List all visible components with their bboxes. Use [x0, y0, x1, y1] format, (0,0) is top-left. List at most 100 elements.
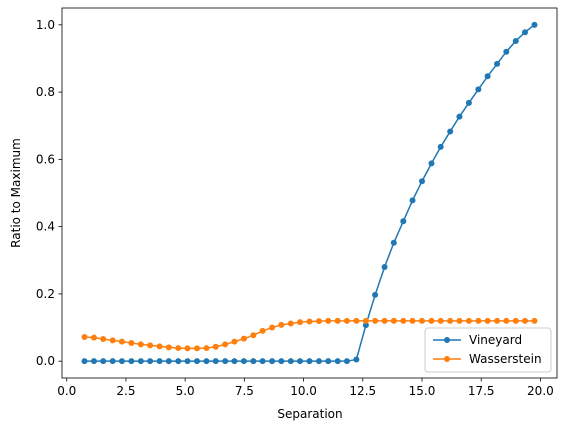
- x-tick-label: 0.0: [57, 384, 76, 398]
- marker: [278, 321, 285, 328]
- marker: [390, 239, 397, 246]
- marker: [531, 21, 538, 28]
- marker: [512, 37, 519, 44]
- marker: [456, 113, 463, 120]
- marker: [522, 317, 529, 324]
- marker: [194, 345, 200, 352]
- x-tick-label: 5.0: [176, 384, 195, 398]
- marker: [503, 317, 510, 324]
- marker: [259, 358, 266, 365]
- marker: [165, 358, 172, 365]
- marker: [222, 358, 229, 365]
- marker: [447, 317, 454, 324]
- marker: [400, 317, 407, 324]
- marker: [512, 317, 519, 324]
- marker: [353, 317, 360, 324]
- marker: [334, 358, 341, 365]
- marker: [109, 358, 116, 365]
- marker: [212, 343, 219, 350]
- marker: [259, 327, 266, 334]
- marker: [156, 358, 163, 365]
- marker: [522, 29, 529, 36]
- marker: [343, 358, 350, 365]
- marker: [362, 322, 369, 329]
- marker: [315, 358, 322, 365]
- marker: [128, 358, 135, 365]
- marker: [269, 358, 276, 365]
- y-tick-label: 0.0: [36, 354, 55, 368]
- marker: [250, 358, 257, 365]
- marker: [484, 317, 491, 324]
- marker: [194, 358, 200, 365]
- marker: [250, 332, 257, 339]
- marker: [437, 143, 444, 150]
- marker: [390, 317, 397, 324]
- marker: [287, 320, 294, 327]
- marker: [118, 338, 125, 345]
- marker: [503, 48, 510, 55]
- marker: [494, 317, 501, 324]
- marker: [437, 317, 444, 324]
- legend-label: Wasserstein: [469, 352, 542, 366]
- marker: [240, 358, 247, 365]
- marker: [428, 317, 435, 324]
- marker: [137, 358, 144, 365]
- axes-frame: [61, 7, 558, 379]
- marker: [456, 317, 463, 324]
- marker: [297, 358, 304, 365]
- marker: [240, 335, 247, 342]
- marker: [428, 160, 435, 167]
- marker: [419, 317, 425, 324]
- marker: [475, 317, 482, 324]
- marker: [297, 319, 304, 326]
- marker: [287, 358, 294, 365]
- marker: [306, 318, 313, 325]
- x-tick-label: 12.5: [349, 384, 376, 398]
- marker: [100, 358, 107, 365]
- legend-marker: [444, 356, 450, 362]
- marker: [147, 342, 154, 349]
- marker: [353, 356, 360, 363]
- marker: [362, 317, 369, 324]
- marker: [175, 345, 182, 352]
- marker: [475, 86, 482, 93]
- legend-label: Vineyard: [469, 333, 522, 347]
- y-tick-label: 0.2: [36, 287, 55, 301]
- marker: [306, 358, 313, 365]
- marker: [184, 345, 191, 352]
- marker: [494, 60, 501, 67]
- x-tick-label: 20.0: [527, 384, 554, 398]
- marker: [184, 358, 191, 365]
- marker: [278, 358, 285, 365]
- marker: [372, 317, 379, 324]
- marker: [465, 99, 472, 106]
- y-tick-label: 0.4: [36, 220, 55, 234]
- marker: [231, 358, 238, 365]
- marker: [81, 358, 88, 365]
- marker: [137, 341, 144, 348]
- marker: [325, 358, 332, 365]
- marker: [465, 317, 472, 324]
- marker: [325, 317, 332, 324]
- marker: [334, 317, 341, 324]
- marker: [315, 318, 322, 325]
- marker: [175, 358, 182, 365]
- x-axis-label: Separation: [277, 407, 342, 421]
- marker: [372, 291, 379, 298]
- marker: [156, 343, 163, 350]
- y-axis-label: Ratio to Maximum: [9, 138, 23, 248]
- marker: [409, 317, 416, 324]
- x-tick-label: 7.5: [235, 384, 254, 398]
- marker: [400, 218, 407, 225]
- marker: [484, 73, 491, 80]
- marker: [212, 358, 219, 365]
- legend-marker: [444, 337, 450, 343]
- marker: [203, 345, 210, 352]
- marker: [109, 337, 116, 344]
- x-tick-label: 10.0: [290, 384, 317, 398]
- marker: [231, 338, 238, 345]
- marker: [90, 334, 97, 341]
- marker: [419, 178, 425, 185]
- x-tick-label: 17.5: [468, 384, 495, 398]
